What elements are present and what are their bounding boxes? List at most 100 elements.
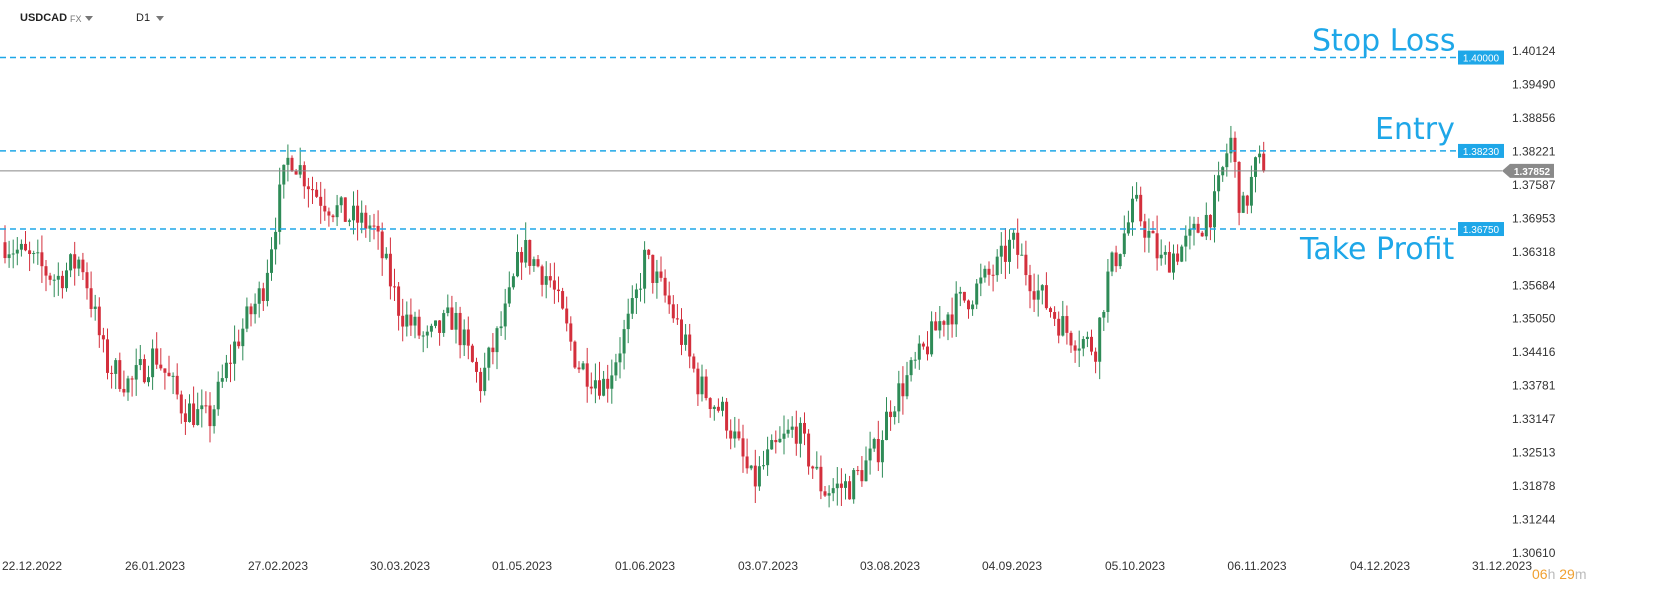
candle-156 <box>643 241 647 304</box>
candle-body <box>839 483 843 488</box>
candle-101 <box>417 309 421 340</box>
candle-94 <box>388 237 392 300</box>
candle-body <box>442 313 446 333</box>
candle-body <box>971 304 975 310</box>
candle-body <box>65 270 68 289</box>
candle-body <box>438 320 442 333</box>
candle-body <box>741 438 745 457</box>
price-axis[interactable]: 1.40124 1.39490 1.38856 1.38221 1.37587 1.369… <box>1512 44 1556 560</box>
candle-body <box>212 409 216 427</box>
candle-body <box>835 483 839 489</box>
candle-body <box>700 376 704 395</box>
candle-body <box>987 268 991 275</box>
candle-276 <box>1135 182 1139 202</box>
candle-body <box>216 381 220 410</box>
candle-262 <box>1077 330 1081 367</box>
candle-73 <box>302 161 306 199</box>
candle-body <box>794 426 798 444</box>
symbol-dropdown-chevron-icon[interactable] <box>85 16 93 21</box>
y-tick-label-8: 1.35050 <box>1512 312 1556 326</box>
x-tick-label-5: 01.06.2023 <box>615 559 675 573</box>
candle-body <box>749 465 753 469</box>
candle-81 <box>335 194 339 227</box>
candle-body <box>163 368 167 373</box>
candle-278 <box>1143 213 1147 253</box>
timeframe-dropdown-chevron-icon[interactable] <box>156 16 164 21</box>
candle-body <box>844 481 847 488</box>
candle-138 <box>569 316 573 351</box>
candle-body <box>872 438 876 449</box>
candle-body <box>1184 235 1188 247</box>
candle-139 <box>573 340 577 369</box>
candle-234 <box>962 291 966 303</box>
candle-body <box>1245 195 1249 206</box>
candle-body <box>147 377 150 383</box>
candle-72 <box>298 147 302 179</box>
candle-body <box>1110 252 1114 272</box>
candle-body <box>159 364 163 369</box>
candle-body <box>429 325 433 332</box>
candle-body <box>73 254 77 269</box>
candle-body <box>1176 253 1180 262</box>
candle-body <box>1213 191 1216 228</box>
candle-body <box>671 304 675 319</box>
candle-body <box>134 365 138 380</box>
candle-body <box>319 196 323 206</box>
candle-body <box>684 334 688 345</box>
candle-293 <box>1204 202 1208 241</box>
candle-222 <box>913 351 917 369</box>
candle-232 <box>954 281 958 337</box>
candle-body <box>655 271 659 283</box>
candle-body <box>401 315 405 327</box>
candle-body <box>179 394 183 414</box>
candle-body <box>639 288 642 290</box>
candle-277 <box>1139 186 1143 227</box>
candle-244 <box>1003 228 1007 279</box>
candle-body <box>1147 231 1151 238</box>
y-tick-label-10: 1.33781 <box>1512 379 1556 393</box>
timeframe-selector[interactable]: D1 <box>136 12 151 24</box>
countdown-hours: 06 <box>1532 566 1548 582</box>
candle-20 <box>85 262 89 300</box>
candle-298 <box>1225 143 1229 177</box>
stop-loss-price-tag <box>1458 50 1504 65</box>
candle-137 <box>565 296 569 332</box>
candle-110 <box>454 302 458 344</box>
candle-body <box>40 252 44 267</box>
symbol-selector[interactable]: USDCAD <box>20 12 68 24</box>
candle-203 <box>835 467 839 506</box>
candle-body <box>823 491 827 496</box>
candle-body <box>708 398 712 410</box>
candle-body <box>491 347 495 353</box>
candle-body <box>950 314 954 325</box>
candle-body <box>798 422 802 444</box>
candle-49 <box>204 391 208 414</box>
time-axis[interactable]: 22.12.2022 26.01.2023 27.02.2023 30.03.2023… <box>2 559 1532 573</box>
candle-body <box>729 430 733 439</box>
candle-body <box>1159 254 1163 259</box>
countdown-minutes-unit: m <box>1574 566 1587 582</box>
candle-body <box>368 225 372 229</box>
candle-240 <box>987 261 991 286</box>
candle-264 <box>1085 331 1089 348</box>
candle-body <box>245 306 249 329</box>
candle-6 <box>28 241 32 272</box>
x-tick-label-2: 27.02.2023 <box>248 559 308 573</box>
candle-80 <box>331 214 335 223</box>
candle-79 <box>327 207 331 227</box>
candle-52 <box>216 371 220 416</box>
candle-body <box>864 460 868 482</box>
candle-body <box>142 359 146 383</box>
candle-265 <box>1090 329 1093 356</box>
candle-59 <box>245 297 249 333</box>
candle-body <box>786 429 790 434</box>
candle-body <box>347 220 351 222</box>
candle-181 <box>745 438 749 474</box>
candle-271 <box>1114 245 1118 273</box>
candle-13 <box>56 262 60 296</box>
candle-225 <box>926 331 929 361</box>
candle-210 <box>864 446 868 482</box>
candle-288 <box>1184 225 1188 262</box>
candle-body <box>356 205 360 223</box>
